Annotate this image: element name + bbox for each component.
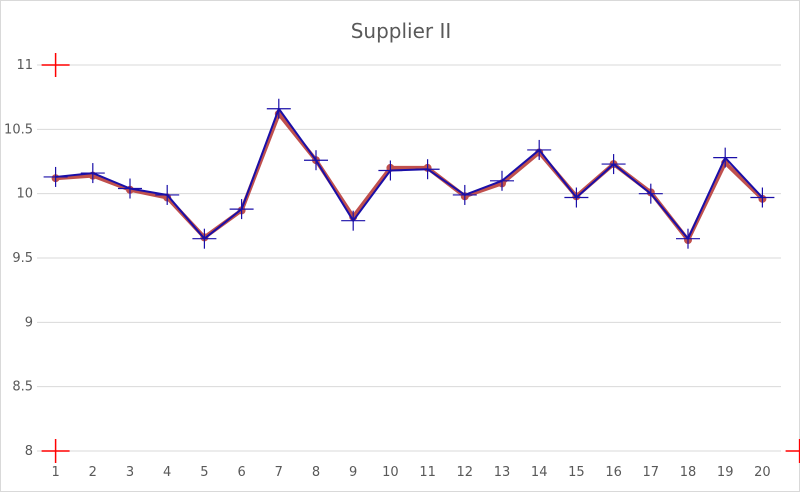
data-point [80,163,105,184]
gridlines [37,64,781,452]
x-tick-label: 8 [312,465,320,480]
x-tick-label: 5 [200,465,208,480]
data-point [452,184,477,205]
corner-plus-marker [41,439,70,463]
corner-plus-marker [41,53,70,77]
corner-markers [41,53,800,463]
series-line [55,107,764,240]
data-point [713,147,738,168]
data-point [676,228,700,249]
x-tick-label: 19 [717,465,734,480]
data-point [304,150,328,171]
y-tick-label: 8 [25,444,33,459]
data-point [229,199,254,220]
x-tick-label: 13 [494,465,511,480]
series-group [43,98,775,249]
y-tick-label: 9.5 [12,251,33,266]
data-point [155,184,180,205]
x-tick-label: 9 [349,465,357,480]
corner-plus-marker [785,439,800,463]
series-1 [51,109,767,244]
x-tick-label: 6 [237,465,245,480]
data-point [378,160,403,181]
x-tick-label: 17 [643,465,660,480]
x-tick-label: 15 [568,465,585,480]
y-tick-label: 11 [16,58,33,73]
y-tick-label: 8.5 [12,380,33,395]
x-axis-ticks: 1 2 3 4 5 6 7 8 9 10 11 12 13 14 15 16 17 18 19 20 [51,465,770,480]
data-point [192,228,217,249]
data-point [118,178,142,199]
y-tick-label: 9 [25,315,33,330]
y-tick-label: 10.5 [4,122,33,137]
data-point [490,170,514,191]
y-axis-ticks: 8 8.5 9 9.5 10 10.5 11 [4,58,33,459]
data-point [564,187,589,208]
x-tick-label: 2 [89,465,97,480]
data-point [415,159,440,180]
x-tick-label: 10 [382,465,399,480]
x-tick-label: 18 [680,465,697,480]
series-line [55,111,764,242]
data-point [750,187,775,208]
data-point [266,98,291,119]
x-tick-label: 3 [126,465,134,480]
data-point [341,210,366,231]
x-tick-label: 4 [163,465,171,480]
series-2 [43,98,775,249]
x-tick-label: 12 [457,465,474,480]
data-point [601,154,626,175]
data-point [638,183,663,204]
y-tick-label: 10 [16,187,33,202]
chart-title: Supplier II [351,19,452,43]
data-point [527,139,552,160]
x-tick-label: 20 [754,465,771,480]
x-tick-label: 16 [605,465,622,480]
x-tick-label: 1 [51,465,59,480]
data-point [43,166,68,187]
x-tick-label: 14 [531,465,548,480]
x-tick-label: 11 [419,465,436,480]
x-tick-label: 7 [275,465,283,480]
